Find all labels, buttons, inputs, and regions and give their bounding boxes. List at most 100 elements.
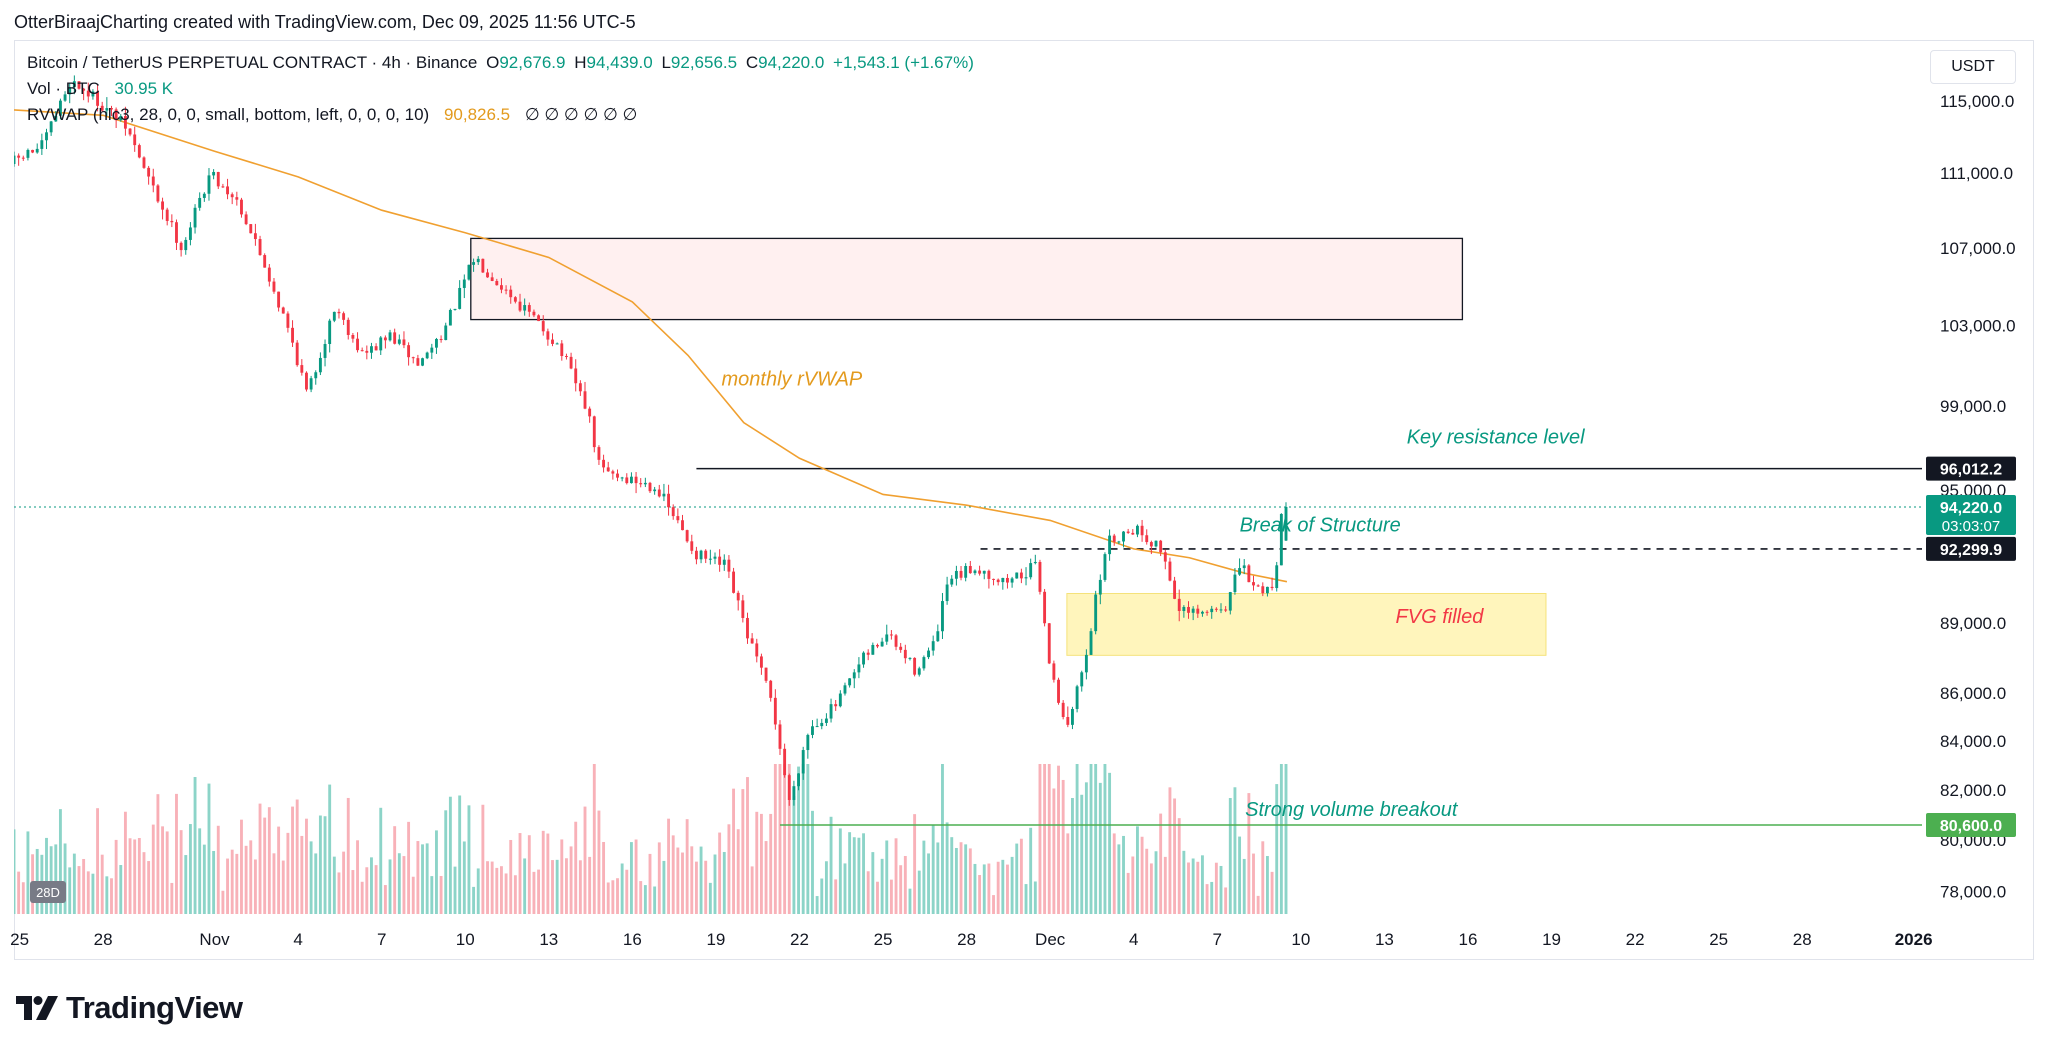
time-axis-tick: 22 [790, 930, 809, 949]
legend-volume-label[interactable]: Vol · BTC [27, 79, 100, 98]
volume-bar [198, 828, 202, 914]
legend-open-value: 92,676.9 [499, 53, 566, 72]
candle [54, 111, 58, 122]
volume-bar [551, 860, 554, 914]
volume-bar [913, 814, 917, 914]
legend-symbol-line[interactable]: Bitcoin / TetherUS PERPETUAL CONTRACT · … [27, 53, 978, 73]
legend-symbol[interactable]: Bitcoin / TetherUS PERPETUAL CONTRACT · … [27, 53, 478, 72]
volume-bar [523, 858, 527, 914]
candle [1117, 540, 1121, 545]
volume-bar [72, 853, 76, 914]
candle [1010, 576, 1014, 588]
candle-body [945, 584, 949, 602]
candle [708, 549, 712, 565]
legend-rvwap-label[interactable]: RVWAP (hlc3, 28, 0, 0, small, bottom, le… [27, 105, 430, 124]
candle [263, 253, 267, 268]
candle-body [351, 334, 355, 339]
volume-scale-badge-bg [30, 881, 66, 903]
candle [277, 291, 281, 312]
candle-body [105, 108, 109, 111]
volume-bar [945, 822, 949, 914]
candle-body [927, 650, 930, 658]
annotation-label: Strong volume breakout [1245, 799, 1459, 821]
candle-body [1006, 577, 1009, 583]
candle-body [611, 471, 615, 474]
chart-pane[interactable] [14, 40, 2034, 960]
tradingview-logo[interactable]: TradingView [16, 990, 243, 1026]
candle-body [495, 280, 499, 286]
candle [123, 106, 127, 136]
candle-body [987, 570, 991, 579]
candle-body [769, 680, 773, 698]
volume-bar [82, 858, 86, 914]
candle-body [968, 565, 972, 574]
candle-body [1094, 594, 1098, 632]
legend-open-label: O [486, 53, 500, 72]
candle-body [360, 350, 364, 352]
candle [323, 339, 327, 367]
candle-body [741, 600, 745, 618]
volume-bar [764, 841, 768, 914]
candle-body [648, 482, 652, 492]
candle [1284, 502, 1288, 542]
volume-bar [105, 876, 109, 914]
volume-bar [1001, 859, 1005, 914]
candle [161, 197, 164, 220]
volume-bar [996, 861, 1000, 914]
candle-body [1015, 572, 1019, 579]
candle [537, 314, 541, 322]
legend-volume-line[interactable]: Vol · BTC 30.95 K [27, 79, 177, 99]
price-label-value: 94,220.0 [1940, 500, 2002, 517]
candle-body [941, 601, 944, 632]
candle-body [778, 724, 782, 749]
candle [1043, 588, 1047, 627]
candle-body [184, 239, 188, 251]
candle [913, 657, 917, 677]
candle-body [783, 748, 787, 776]
candle [1061, 700, 1065, 720]
candle [741, 594, 745, 623]
volume-bar [147, 861, 151, 914]
volume-bar [1214, 862, 1218, 914]
volume-bar [495, 867, 499, 914]
candle-body [370, 346, 373, 353]
legend-rvwap-line[interactable]: RVWAP (hlc3, 28, 0, 0, small, bottom, le… [27, 105, 641, 125]
volume-bar [704, 860, 708, 914]
volume-bar [439, 875, 443, 914]
volume-bar [578, 860, 582, 914]
candle-body [639, 483, 643, 485]
legend-rvwap-value: 90,826.5 [443, 105, 511, 124]
candle-body [889, 634, 893, 636]
volume-bar [797, 766, 800, 914]
candle [578, 380, 582, 396]
candle-body [458, 287, 462, 309]
volume-bar [323, 816, 327, 914]
volume-bar [690, 846, 694, 914]
currency-button[interactable]: USDT [1930, 50, 2016, 84]
candle [14, 151, 16, 167]
volume-bar [21, 882, 25, 914]
time-axis-tick: 19 [706, 930, 725, 949]
candle [281, 306, 285, 314]
candle-body [848, 678, 852, 686]
candle-body [207, 175, 211, 194]
candle [188, 222, 192, 246]
volume-bar [430, 876, 434, 914]
price-chart[interactable]: 28D monthly rVWAP Key resistance level Bre… [0, 0, 2048, 1000]
candle-body [588, 408, 592, 417]
candle [342, 311, 346, 325]
candle-body [1140, 525, 1144, 536]
volume-bar [1033, 881, 1037, 914]
volume-bar [272, 853, 276, 914]
price-axis-tick: 89,000.0 [1940, 614, 2006, 633]
volume-bar [1205, 884, 1209, 914]
candle-body [1205, 611, 1209, 613]
time-axis-tick: 28 [94, 930, 113, 949]
price-label-bg [1926, 812, 2016, 837]
candle-body [286, 313, 290, 328]
candle-body [755, 643, 759, 657]
price-axis-tick: 78,000.0 [1940, 883, 2006, 902]
candle [137, 143, 141, 159]
price-label-countdown: 03:03:07 [1942, 518, 2000, 535]
candle [360, 347, 364, 352]
